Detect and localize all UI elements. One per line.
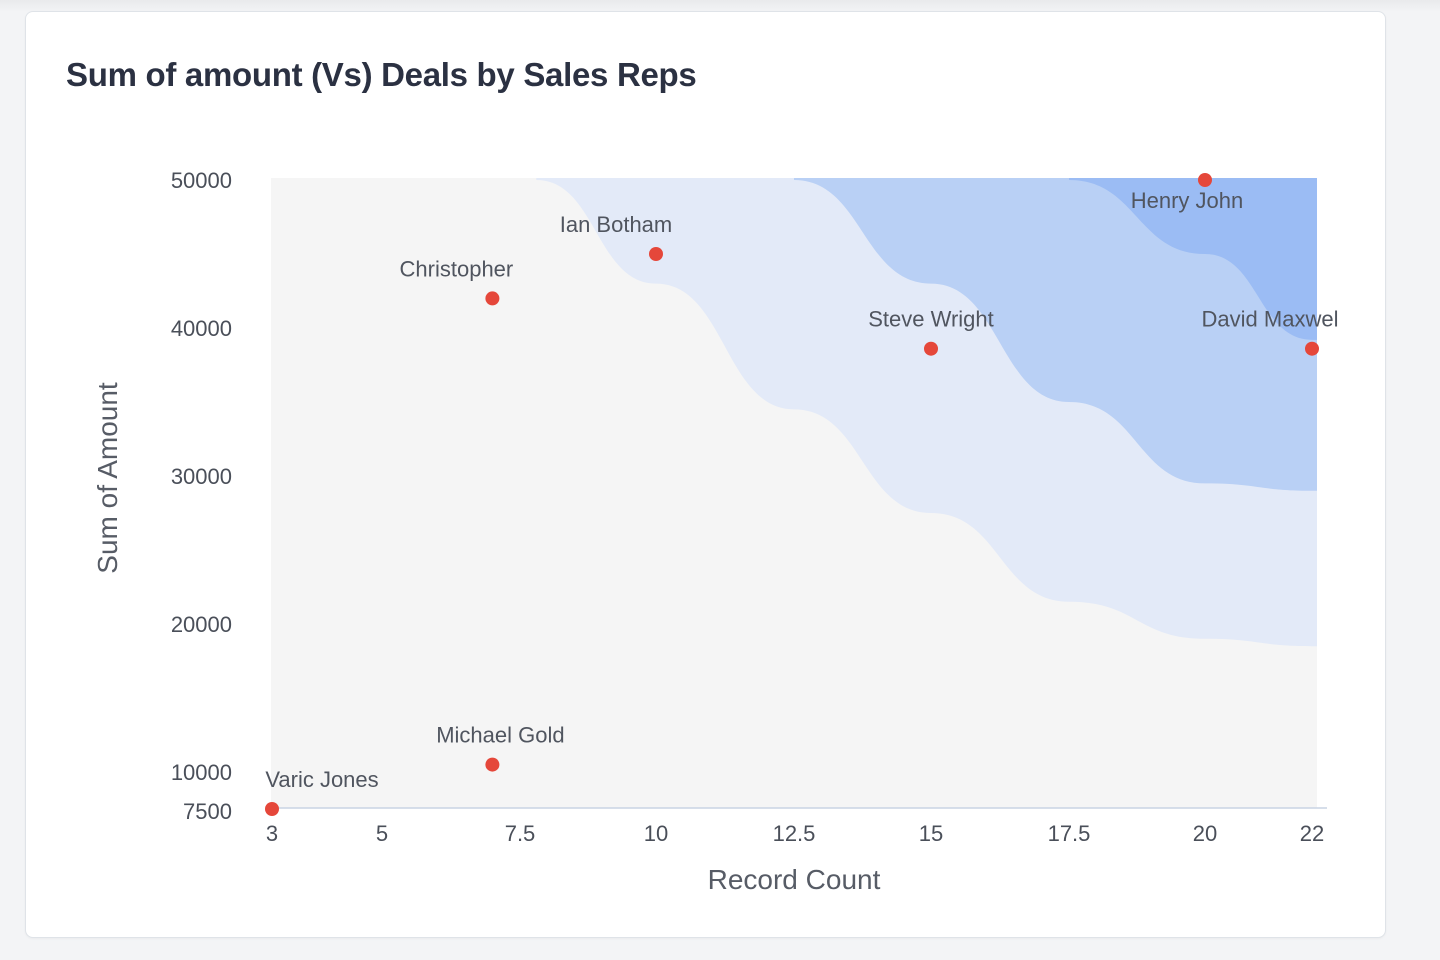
band-dark [1069, 178, 1317, 340]
x-axis-ticks: 3 5 7.5 10 12.5 15 17.5 20 22 [266, 821, 1324, 846]
y-axis-ticks: 7500 10000 20000 30000 40000 50000 [171, 168, 232, 824]
y-tick-label: 30000 [171, 464, 232, 489]
point-label: Christopher [400, 256, 514, 281]
point-label: Michael Gold [436, 723, 564, 748]
x-tick-label: 5 [376, 821, 388, 846]
x-tick-label: 3 [266, 821, 278, 846]
data-point[interactable] [1198, 173, 1212, 187]
page-top-strip [0, 0, 1440, 12]
x-axis-title: Record Count [708, 864, 881, 895]
point-label: Henry John [1131, 188, 1244, 213]
quadrant-bands [536, 178, 1317, 647]
chart-title: Sum of amount (Vs) Deals by Sales Reps [66, 56, 697, 93]
point-label: David Maxwel [1202, 307, 1339, 332]
x-tick-label: 12.5 [773, 821, 816, 846]
x-tick-label: 20 [1193, 821, 1217, 846]
y-tick-label: 10000 [171, 760, 232, 785]
y-tick-label: 20000 [171, 612, 232, 637]
y-tick-label: 50000 [171, 168, 232, 193]
point-label: Steve Wright [868, 307, 994, 332]
data-point[interactable] [265, 802, 279, 816]
data-point[interactable] [649, 247, 663, 261]
y-tick-label: 7500 [183, 799, 232, 824]
point-label: Varic Jones [265, 767, 378, 792]
data-point[interactable] [924, 341, 938, 356]
y-tick-label: 40000 [171, 316, 232, 341]
band-medium [794, 178, 1317, 491]
data-point[interactable] [485, 291, 500, 306]
data-points: Varic Jones Michael Gold Christopher Ian Bo… [265, 173, 1338, 816]
x-tick-label: 22 [1300, 821, 1324, 846]
point-label: Ian Botham [560, 212, 673, 237]
x-tick-label: 10 [644, 821, 668, 846]
y-axis-title: Sum of Amount [92, 382, 123, 574]
data-point[interactable] [1305, 341, 1319, 356]
data-point[interactable] [485, 757, 500, 772]
x-tick-label: 15 [919, 821, 943, 846]
x-tick-label: 17.5 [1048, 821, 1091, 846]
x-tick-label: 7.5 [505, 821, 536, 846]
